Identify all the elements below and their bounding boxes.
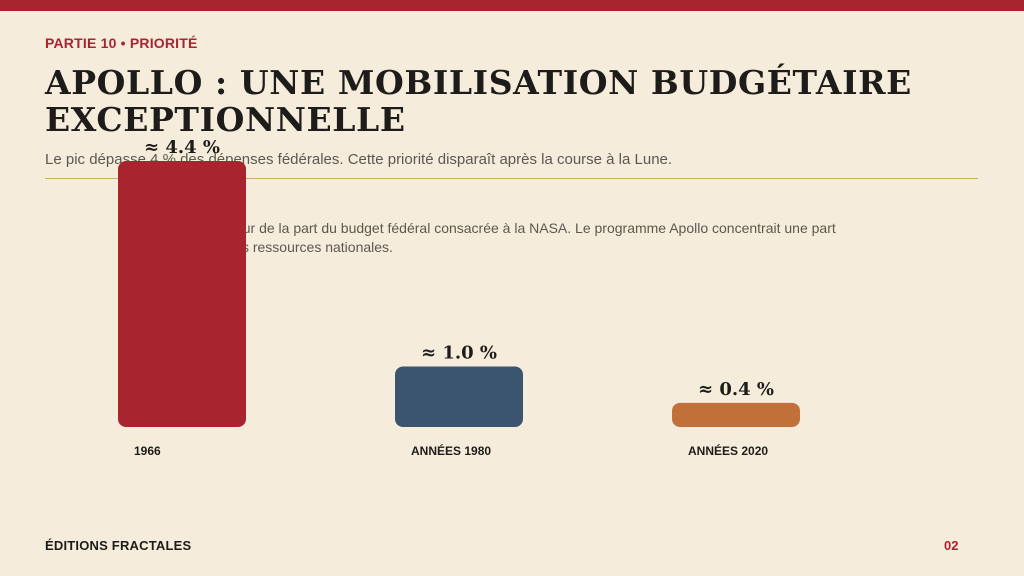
header-divider [45,178,978,179]
slide-title: APOLLO : UNE MOBILISATION BUDGÉTAIRE EXC… [45,63,912,139]
top-accent-band [0,0,1024,11]
page-number: 02 [944,538,959,553]
bar-value-label-2: ≈ 0.4 % [698,379,774,400]
bar-0 [118,161,246,427]
category-label-0: 1966 [134,444,161,458]
category-label-1: ANNÉES 1980 [411,443,491,458]
bar-1 [395,366,523,427]
bar-2 [672,402,800,427]
section-kicker: PARTIE 10 • PRIORITÉ [45,35,198,51]
bar-value-label-0: ≈ 4.4 % [144,137,220,158]
category-label-2: ANNÉES 2020 [688,443,768,458]
bar-value-label-1: ≈ 1.0 % [421,343,497,364]
footer-brand: ÉDITIONS FRACTALES [45,538,192,553]
